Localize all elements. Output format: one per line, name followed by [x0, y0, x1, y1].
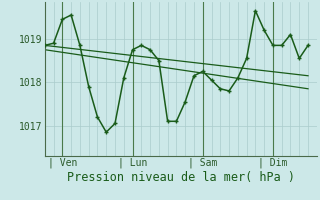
X-axis label: Pression niveau de la mer( hPa ): Pression niveau de la mer( hPa ) — [67, 171, 295, 184]
